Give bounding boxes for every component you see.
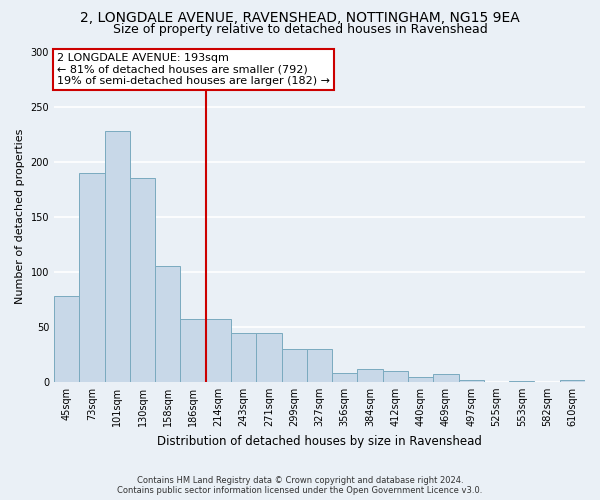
Text: 2, LONGDALE AVENUE, RAVENSHEAD, NOTTINGHAM, NG15 9EA: 2, LONGDALE AVENUE, RAVENSHEAD, NOTTINGH… bbox=[80, 11, 520, 25]
Bar bbox=[181, 319, 206, 382]
Bar bbox=[307, 349, 332, 382]
Bar bbox=[130, 178, 155, 382]
Text: Size of property relative to detached houses in Ravenshead: Size of property relative to detached ho… bbox=[113, 22, 487, 36]
Bar bbox=[104, 131, 130, 382]
Bar bbox=[332, 373, 358, 382]
Bar bbox=[206, 319, 231, 382]
Bar bbox=[358, 368, 383, 382]
Bar bbox=[458, 380, 484, 382]
Bar bbox=[79, 172, 104, 382]
Bar bbox=[383, 371, 408, 382]
Text: Contains HM Land Registry data © Crown copyright and database right 2024.
Contai: Contains HM Land Registry data © Crown c… bbox=[118, 476, 482, 495]
X-axis label: Distribution of detached houses by size in Ravenshead: Distribution of detached houses by size … bbox=[157, 434, 482, 448]
Bar bbox=[256, 334, 281, 382]
Bar bbox=[155, 266, 181, 382]
Text: 2 LONGDALE AVENUE: 193sqm
← 81% of detached houses are smaller (792)
19% of semi: 2 LONGDALE AVENUE: 193sqm ← 81% of detac… bbox=[56, 53, 329, 86]
Y-axis label: Number of detached properties: Number of detached properties bbox=[15, 129, 25, 304]
Bar bbox=[408, 378, 433, 382]
Bar bbox=[433, 374, 458, 382]
Bar bbox=[281, 349, 307, 382]
Bar bbox=[560, 380, 585, 382]
Bar bbox=[54, 296, 79, 382]
Bar bbox=[231, 334, 256, 382]
Bar bbox=[509, 380, 535, 382]
